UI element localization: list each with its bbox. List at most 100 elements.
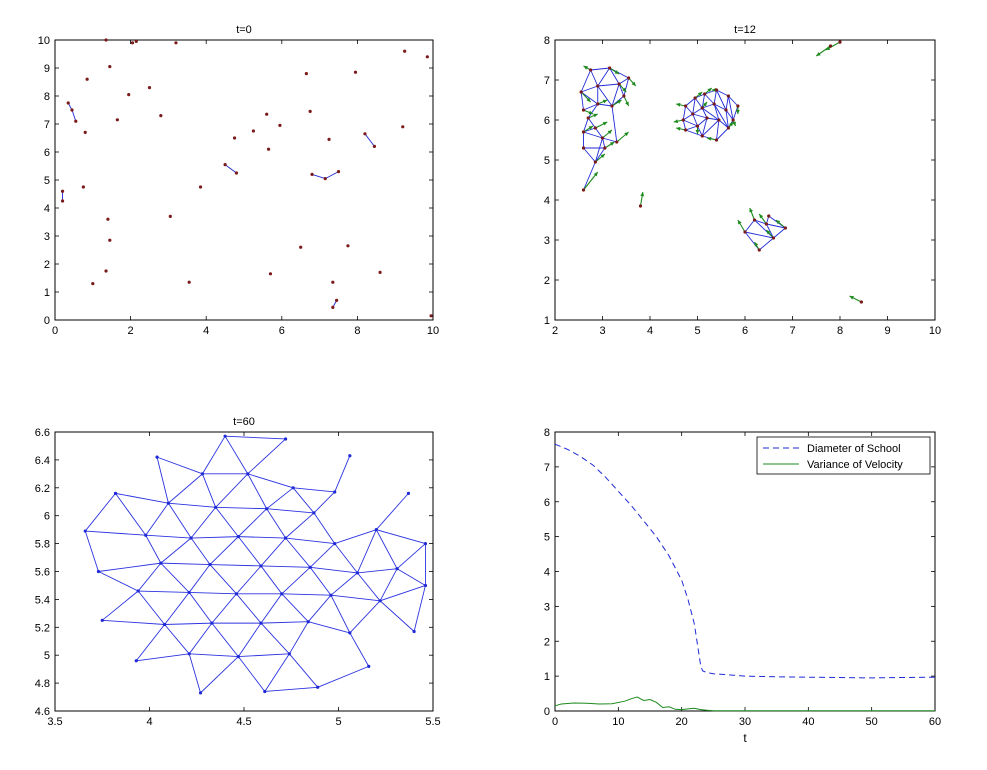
network-edge [188, 564, 211, 593]
x-tick-label: 0 [552, 716, 558, 728]
agent-point [113, 491, 118, 495]
network-edge [716, 119, 720, 141]
network-edge [101, 590, 139, 621]
agent-point [581, 188, 586, 192]
network-edge [683, 119, 698, 127]
agent-point [695, 124, 700, 128]
network-edge [310, 566, 358, 574]
y-tick-label: 6 [44, 147, 50, 159]
y-tick-label: 5.2 [35, 622, 50, 634]
agent-point [259, 564, 263, 568]
agent-point [232, 136, 237, 140]
network-edge [84, 530, 99, 572]
agent-point [104, 38, 108, 42]
x-tick-label: 5.5 [425, 716, 440, 728]
network-edge [773, 227, 786, 239]
network-edge [713, 103, 729, 129]
network-edge [145, 535, 162, 564]
network-edge [701, 117, 708, 137]
network-edge [115, 492, 169, 504]
y-tick-label: 1 [544, 671, 550, 683]
network-edge [683, 113, 693, 121]
agent-point [223, 163, 227, 167]
velocity-arrowhead [766, 230, 771, 235]
agent-point [367, 664, 371, 668]
agent-point [346, 244, 350, 248]
network-edge [285, 537, 335, 545]
agent-point [130, 41, 135, 45]
axes-box [54, 39, 434, 321]
agent-point [323, 177, 327, 181]
network-edge [583, 161, 596, 191]
agent-point [610, 104, 614, 108]
network-edge [692, 113, 708, 119]
agent-point [327, 137, 331, 141]
velocity-arrowhead [600, 154, 605, 159]
agent-point [717, 118, 721, 122]
network-edge [224, 435, 249, 475]
network-edge [727, 95, 734, 121]
network-edge [413, 585, 426, 632]
velocity-arrowhead [593, 113, 598, 118]
agent-point [208, 562, 212, 567]
network-edge [224, 164, 237, 174]
chart-title: t=0 [236, 24, 252, 36]
network-edge [713, 103, 720, 121]
agent-point [287, 652, 291, 656]
network-edge [168, 502, 216, 508]
network-edge [396, 543, 426, 570]
agent-point [291, 486, 295, 490]
x-tick-label: 9 [884, 325, 890, 337]
network-edge [260, 537, 286, 567]
network-edge [264, 686, 318, 692]
y-tick-label: 2 [44, 259, 50, 271]
network-edge [364, 133, 375, 147]
network-edge [583, 147, 596, 163]
y-tick-label: 4 [44, 203, 50, 215]
network-edge [98, 571, 139, 592]
network-edge [156, 456, 203, 475]
network-edge [260, 565, 311, 568]
y-tick-label: 3 [544, 601, 550, 613]
network-edge [758, 237, 774, 251]
agent-point [622, 94, 626, 98]
velocity-arrowhead [676, 102, 681, 107]
agent-point [859, 300, 863, 304]
agent-point [198, 691, 203, 695]
network-edge [247, 473, 268, 509]
agent-point [223, 434, 227, 438]
network-edge [713, 103, 727, 111]
agent-point [74, 119, 78, 123]
agent-point [304, 72, 308, 76]
agent-point [187, 652, 191, 656]
x-tick-label: 6 [742, 325, 748, 337]
network-edge [704, 93, 715, 105]
agent-point [310, 172, 314, 176]
network-edge [713, 89, 717, 105]
network-edge [190, 507, 217, 539]
agent-point [395, 567, 399, 571]
network-edge [330, 595, 351, 634]
x-tick-label: 3.5 [47, 716, 62, 728]
network-edge [84, 493, 116, 532]
agent-point [166, 501, 170, 505]
agent-point [159, 561, 163, 565]
chart-panel-p3: 0 10 20 30 40 50 60 0 1 2 3 4 5 6 7 8 t Diameter of Schoo… [544, 427, 941, 745]
network-edge [202, 435, 226, 475]
network-edge [266, 508, 314, 514]
network-edge [590, 69, 599, 87]
y-tick-label: 4 [544, 195, 550, 207]
agent-point [96, 569, 101, 574]
network-edge [692, 107, 703, 115]
network-edge [725, 109, 734, 121]
agent-point [828, 44, 833, 48]
agent-point [724, 108, 728, 112]
agent-point [603, 146, 607, 150]
agent-point [596, 102, 600, 106]
network-edge [587, 103, 599, 119]
network-edge [334, 529, 377, 545]
network-edge [765, 223, 774, 239]
velocity-arrowhead [593, 172, 598, 177]
velocity-arrowhead [735, 109, 740, 114]
x-tick-label: 10 [612, 716, 624, 728]
